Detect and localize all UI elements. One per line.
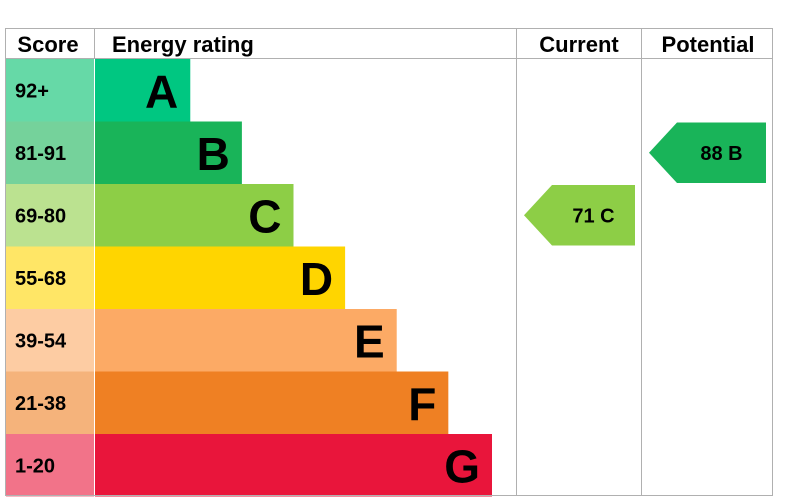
rating-letter-b: B <box>197 128 230 180</box>
rating-bar-d <box>95 246 346 309</box>
score-label-d: 55-68 <box>15 268 66 290</box>
band-row-c: 69-80 C <box>6 184 294 247</box>
score-label-c: 69-80 <box>15 205 66 227</box>
rating-letter-e: E <box>354 315 385 367</box>
rating-bands: 92+ A 81-91 B 69-80 C 55-68 D 39-54 E 21-38 F 1-20 G <box>6 59 492 497</box>
score-cell-c <box>6 184 94 247</box>
header-energy-rating: Energy rating <box>112 32 254 57</box>
header-row: Score Energy rating Current Potential <box>17 32 754 57</box>
rating-letter-g: G <box>444 440 480 492</box>
header-potential: Potential <box>662 32 755 57</box>
rating-bar-b <box>95 121 242 184</box>
rating-bar-g <box>95 434 492 497</box>
score-cell-g <box>6 434 94 497</box>
current-rating-arrow: 71 C <box>524 185 635 246</box>
potential-rating-arrow: 88 B <box>649 122 766 183</box>
score-label-e: 39-54 <box>15 330 67 352</box>
band-row-d: 55-68 D <box>6 246 346 309</box>
rating-bar-a <box>95 59 191 122</box>
rating-bar-c <box>95 184 294 247</box>
header-score: Score <box>17 32 78 57</box>
rating-indicators: 71 C 88 B <box>524 122 766 246</box>
rating-letter-a: A <box>145 65 178 117</box>
rating-letter-d: D <box>300 253 333 305</box>
score-label-g: 1-20 <box>15 455 55 477</box>
potential-rating-arrow-shape <box>649 122 766 183</box>
score-cell-a <box>6 59 94 122</box>
band-row-a: 92+ A <box>6 59 191 122</box>
rating-bar-f <box>95 371 449 434</box>
current-rating-arrow-shape <box>524 185 635 246</box>
potential-rating-arrow-label: 88 B <box>700 143 742 165</box>
band-row-g: 1-20 G <box>6 434 492 497</box>
band-row-b: 81-91 B <box>6 121 242 184</box>
score-cell-f <box>6 371 94 434</box>
score-label-b: 81-91 <box>15 143 66 165</box>
current-rating-arrow-label: 71 C <box>572 205 614 227</box>
rating-bar-e <box>95 309 397 372</box>
score-cell-e <box>6 309 94 372</box>
score-cell-d <box>6 246 94 309</box>
score-label-a: 92+ <box>15 80 49 102</box>
score-cell-b <box>6 121 94 184</box>
score-label-f: 21-38 <box>15 393 66 415</box>
rating-letter-c: C <box>248 190 281 242</box>
band-row-f: 21-38 F <box>6 371 449 434</box>
table-grid <box>5 28 773 496</box>
band-row-e: 39-54 E <box>6 309 397 372</box>
header-current: Current <box>539 32 619 57</box>
rating-letter-f: F <box>408 378 436 430</box>
